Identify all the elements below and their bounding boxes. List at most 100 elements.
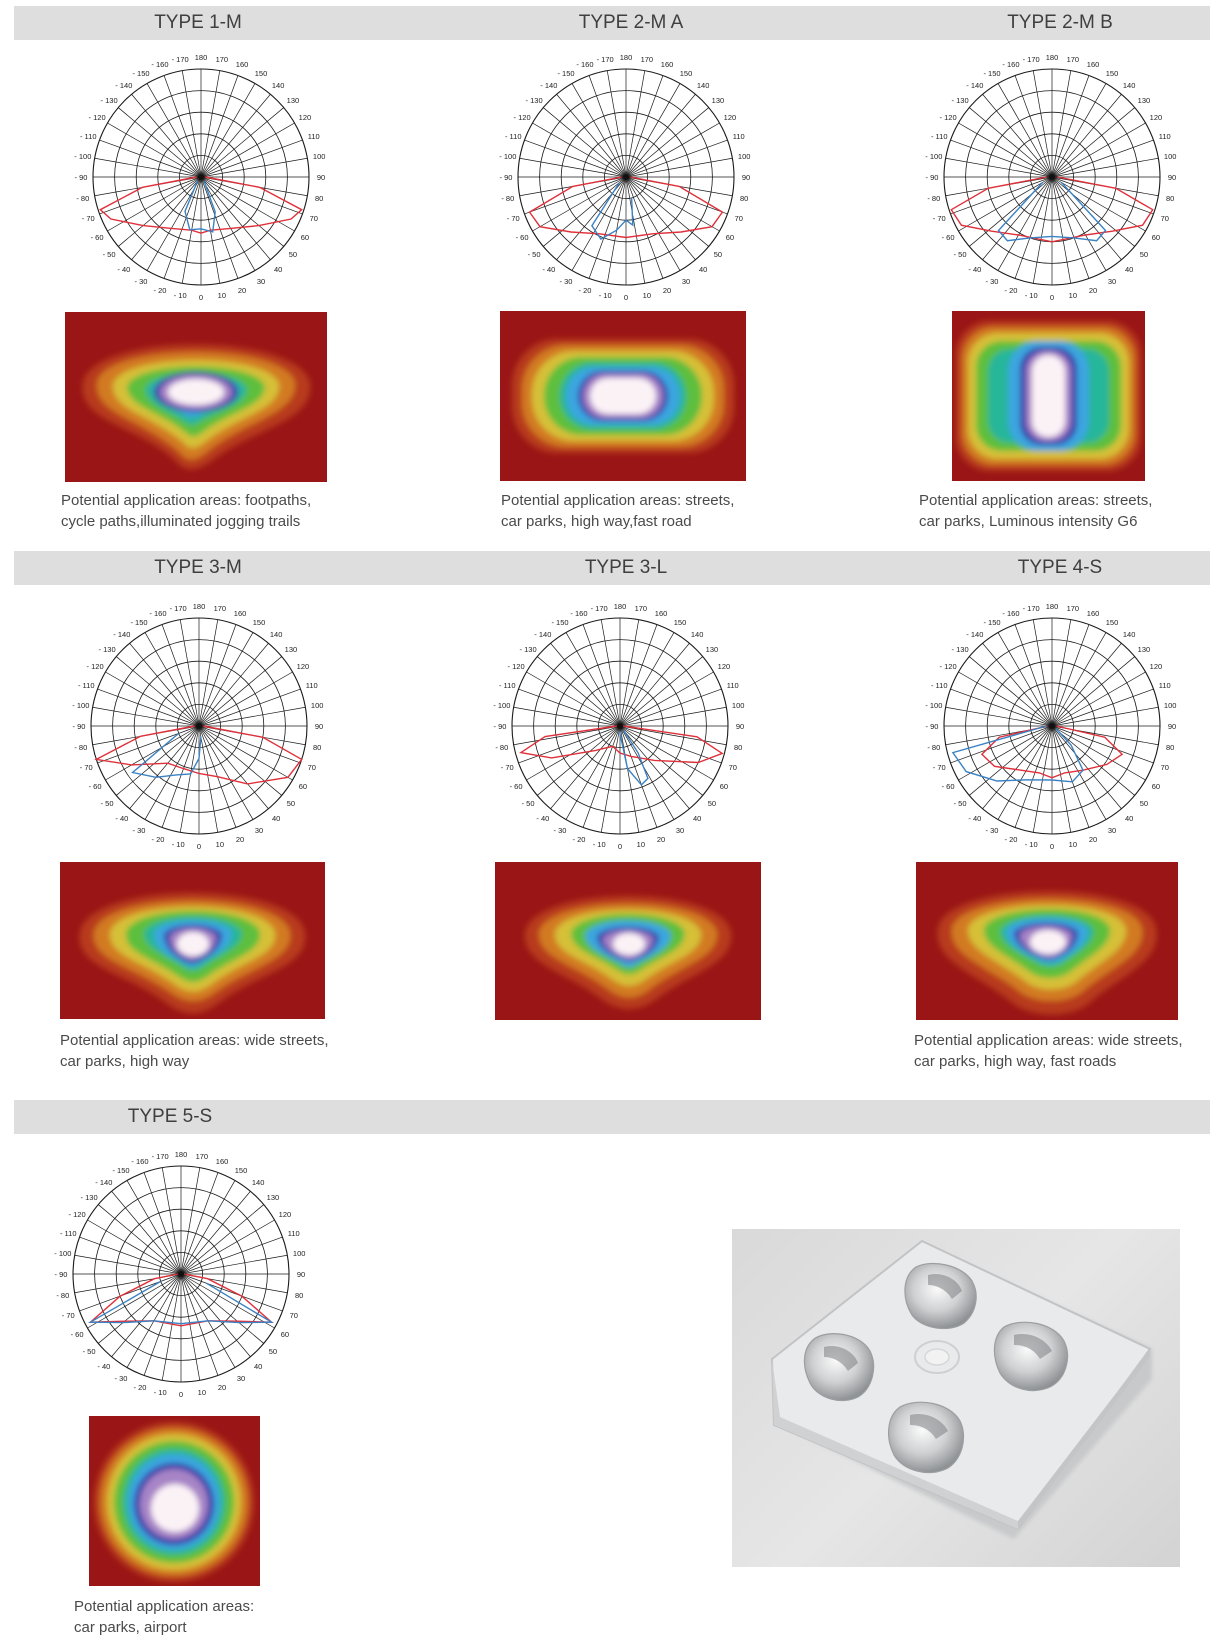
angle-tick-label: 150 <box>1106 618 1119 627</box>
angle-tick-label: 60 <box>726 233 734 242</box>
intensity-curve-c90 <box>618 729 649 786</box>
angle-tick-label: - 70 <box>933 214 946 223</box>
angle-tick-label: - 80 <box>74 743 87 752</box>
angle-tick-label: 50 <box>714 250 722 259</box>
angle-tick-label: 110 <box>306 681 318 690</box>
angle-tick-label: 100 <box>313 152 326 161</box>
angle-tick-label: - 40 <box>968 265 981 274</box>
angle-tick-label: - 110 <box>931 681 948 690</box>
angle-tick-label: - 40 <box>536 814 549 823</box>
angle-tick-label: 40 <box>274 265 282 274</box>
angle-tick-label: - 150 <box>112 1166 129 1175</box>
angle-tick-label: 150 <box>235 1166 248 1175</box>
angle-tick-label: - 120 <box>87 662 104 671</box>
angle-tick-label: 90 <box>297 1270 305 1279</box>
angle-tick-label: - 140 <box>95 1178 112 1187</box>
angle-tick-label: - 20 <box>133 1383 146 1392</box>
angle-tick-label: - 70 <box>501 763 514 772</box>
angle-tick-label: - 150 <box>983 618 1000 627</box>
illuminance-map <box>60 862 325 1019</box>
angle-tick-label: - 40 <box>97 1362 110 1371</box>
section-title: TYPE 5-S <box>127 1106 213 1127</box>
angle-tick-label: - 110 <box>931 132 948 141</box>
angle-tick-label: 50 <box>1140 250 1148 259</box>
angle-tick-label: 90 <box>1168 722 1176 731</box>
angle-tick-label: - 110 <box>78 681 95 690</box>
angle-tick-label: 80 <box>1166 743 1174 752</box>
angle-tick-label: - 30 <box>986 826 999 835</box>
angle-tick-label: 170 <box>641 55 654 64</box>
angle-tick-label: 10 <box>643 291 651 300</box>
intensity-curve-c0 <box>99 176 303 234</box>
angle-tick-label: 180 <box>1046 602 1059 611</box>
polar-diagram: 180 1701601501401301201101009080706050403… <box>74 53 326 302</box>
angle-tick-label: - 40 <box>115 814 128 823</box>
angle-tick-label: 180 <box>195 53 208 62</box>
angle-tick-label: - 90 <box>500 173 513 182</box>
angle-tick-label: 110 <box>733 132 745 141</box>
angle-tick-label: 160 <box>1087 60 1100 69</box>
angle-tick-label: - 170 <box>152 1152 169 1161</box>
angle-tick-label: 80 <box>295 1291 303 1300</box>
angle-tick-label: - 80 <box>76 194 89 203</box>
angle-tick-label: 90 <box>742 173 750 182</box>
angle-tick-label: - 110 <box>499 681 516 690</box>
angle-tick-label: 50 <box>1140 799 1148 808</box>
angle-tick-label: - 70 <box>82 214 95 223</box>
angle-tick-label: - 20 <box>578 286 591 295</box>
angle-tick-label: 160 <box>216 1157 229 1166</box>
angle-tick-label: 70 <box>290 1311 298 1320</box>
angle-tick-label: 30 <box>1108 277 1116 286</box>
illuminance-map <box>500 311 746 481</box>
angle-tick-label: 60 <box>720 782 728 791</box>
section-title: TYPE 3-L <box>584 557 668 578</box>
illuminance-map <box>65 312 327 482</box>
illuminance-map <box>89 1416 260 1586</box>
polar-diagram: 180 1701601501401301201101009080706050403… <box>925 53 1176 302</box>
angle-tick-label: 120 <box>724 113 737 122</box>
angle-tick-label: - 20 <box>572 835 585 844</box>
angle-tick-label: 40 <box>693 814 701 823</box>
angle-tick-label: - 150 <box>983 69 1000 78</box>
intensity-curve-c0 <box>519 725 724 764</box>
angle-tick-label: 150 <box>253 618 266 627</box>
angle-tick-label: - 80 <box>927 194 940 203</box>
angle-tick-label: - 70 <box>933 763 946 772</box>
angle-tick-label: 110 <box>308 132 320 141</box>
angle-tick-label: - 100 <box>74 152 91 161</box>
angle-tick-label: 80 <box>1166 194 1174 203</box>
angle-tick-label: 30 <box>682 277 690 286</box>
section-title: TYPE 2-M A <box>578 12 684 33</box>
angle-tick-label: - 160 <box>1002 609 1019 618</box>
angle-tick-label: - 60 <box>91 233 104 242</box>
angle-tick-label: - 30 <box>133 826 146 835</box>
application-caption: Potential application areas: car parks, … <box>74 1598 255 1636</box>
angle-tick-label: - 10 <box>172 840 185 849</box>
angle-tick-label: - 90 <box>926 173 939 182</box>
angle-tick-label: 20 <box>657 835 665 844</box>
angle-tick-label: 100 <box>732 701 745 710</box>
angle-tick-label: - 60 <box>516 233 529 242</box>
angle-tick-label: - 40 <box>542 265 555 274</box>
angle-tick-label: 60 <box>1152 233 1160 242</box>
angle-tick-label: 120 <box>718 662 731 671</box>
intensity-curve-c90 <box>591 182 634 241</box>
angle-tick-label: 110 <box>1159 132 1171 141</box>
angle-tick-label: 130 <box>267 1193 280 1202</box>
angle-tick-label: - 160 <box>1002 60 1019 69</box>
angle-tick-label: 130 <box>706 645 719 654</box>
angle-tick-label: - 50 <box>83 1347 96 1356</box>
angle-tick-label: - 160 <box>131 1157 148 1166</box>
angle-tick-label: 10 <box>1069 840 1077 849</box>
section-title: TYPE 1-M <box>154 12 242 33</box>
angle-tick-label: 40 <box>272 814 280 823</box>
angle-tick-label: 10 <box>216 840 224 849</box>
intensity-curve-c0 <box>88 1273 274 1327</box>
angle-tick-label: 170 <box>196 1152 209 1161</box>
angle-tick-label: 150 <box>674 618 687 627</box>
angle-tick-label: 60 <box>281 1330 289 1339</box>
angle-tick-label: 160 <box>234 609 247 618</box>
angle-tick-label: 100 <box>738 152 751 161</box>
angle-tick-label: - 130 <box>81 1193 98 1202</box>
angle-tick-label: 30 <box>237 1374 245 1383</box>
